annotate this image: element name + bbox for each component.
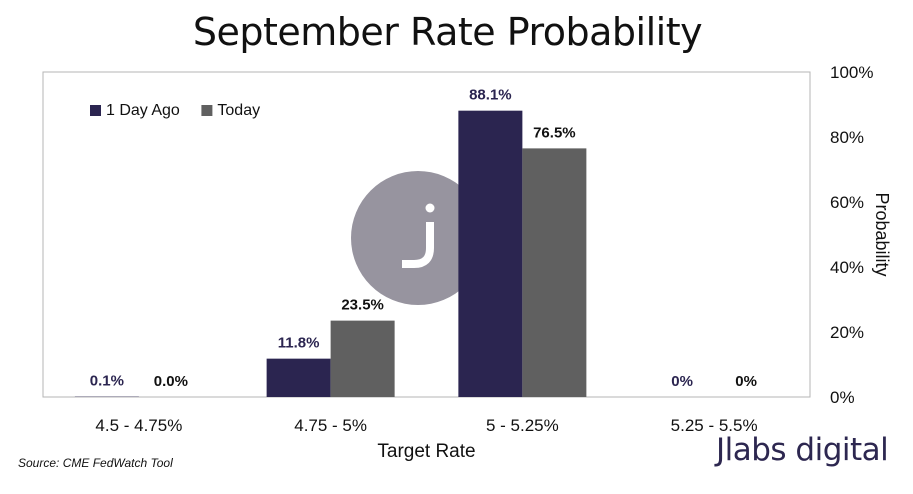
y-tick-label: 40% — [830, 258, 864, 277]
data-label: 88.1% — [469, 87, 512, 104]
source-note: Source: CME FedWatch Tool — [18, 456, 173, 470]
data-label: 0.1% — [90, 373, 124, 390]
y-tick-label: 60% — [830, 193, 864, 212]
watermark-logo-icon — [351, 171, 485, 305]
bar-one-day-ago — [458, 110, 523, 398]
y-tick-label: 20% — [830, 323, 864, 342]
x-tick-label: 4.75 - 5% — [294, 416, 367, 435]
brand-logo: Jlabs digital — [716, 432, 889, 468]
legend-label: Today — [217, 102, 260, 119]
legend-label: 1 Day Ago — [106, 102, 180, 119]
chart-title: September Rate Probability — [192, 10, 703, 54]
data-label: 0.0% — [154, 373, 188, 390]
data-label: 23.5% — [341, 297, 384, 314]
data-label: 0% — [671, 373, 693, 390]
x-tick-label: 4.5 - 4.75% — [95, 416, 182, 435]
y-tick-label: 80% — [830, 128, 864, 147]
x-tick-label: 5 - 5.25% — [486, 416, 559, 435]
legend-swatch — [201, 105, 213, 116]
watermark-logo-dot — [425, 203, 435, 213]
data-label: 76.5% — [533, 124, 576, 141]
watermark-logo-glyph — [402, 222, 434, 268]
x-axis-title: Target Rate — [377, 441, 475, 462]
bar-one-day-ago — [266, 358, 331, 397]
y-tick-label: 0% — [830, 388, 855, 407]
data-label: 0% — [735, 373, 757, 390]
bar-today — [330, 320, 395, 397]
data-label: 11.8% — [278, 335, 320, 352]
y-axis-title: Probability — [872, 192, 892, 276]
legend-swatch — [90, 105, 101, 116]
y-tick-label: 100% — [830, 63, 873, 82]
bar-today — [522, 148, 587, 397]
plot-area-frame — [42, 71, 811, 398]
x-tick-label: 5.25 - 5.5% — [671, 416, 758, 435]
